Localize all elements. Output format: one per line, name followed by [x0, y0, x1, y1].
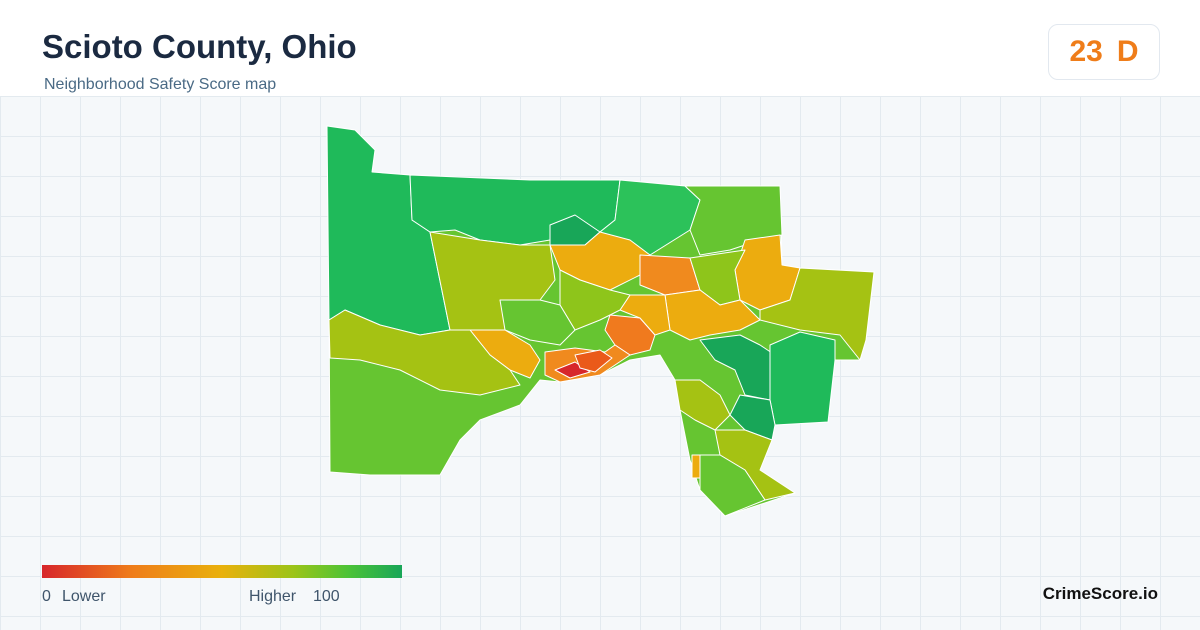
- region: [674, 379, 731, 431]
- title: Scioto County, Ohio: [42, 28, 357, 65]
- region: [699, 454, 766, 517]
- regions: [326, 125, 875, 517]
- legend-min-label: Lower: [62, 588, 106, 605]
- region: [664, 289, 761, 341]
- region: [759, 267, 875, 361]
- grade: D: [1116, 35, 1139, 68]
- legend-min: 0: [42, 588, 51, 605]
- region: [499, 299, 576, 346]
- subtitle: Neighborhood Safety Score map: [44, 76, 277, 93]
- score: 23: [1069, 35, 1103, 68]
- region: [328, 309, 521, 396]
- header-bg: [0, 0, 1200, 96]
- region: [769, 331, 836, 426]
- score-badge: 23 D: [1048, 24, 1160, 80]
- brand: CrimeScore.io: [1042, 584, 1158, 603]
- legend-max-label: Higher: [249, 588, 297, 605]
- legend-max: 100: [313, 588, 340, 605]
- region: [554, 361, 591, 379]
- legend-gradient: [42, 565, 402, 578]
- region: [574, 349, 613, 373]
